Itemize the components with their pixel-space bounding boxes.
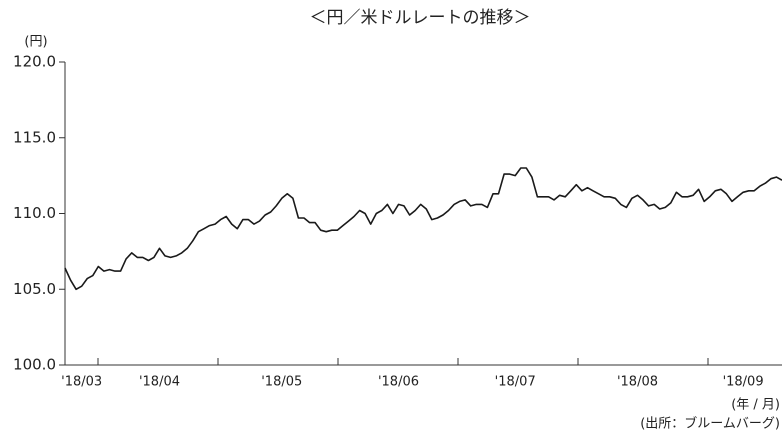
y-tick-label: 100.0 — [13, 356, 56, 374]
x-tick-label: '18/05 — [261, 375, 302, 390]
y-tick-label: 110.0 — [13, 204, 56, 222]
x-tick-label: '18/07 — [495, 375, 536, 390]
y-tick-label: 115.0 — [13, 128, 56, 146]
x-tick-label: '18/06 — [378, 375, 419, 390]
chart-title: ＜円／米ドルレートの推移＞ — [310, 8, 531, 28]
x-tick-label: '18/08 — [617, 375, 658, 390]
rate-line — [64, 167, 782, 291]
y-tick-label: 105.0 — [13, 280, 56, 298]
source-note: (出所：ブルームバーグ) — [640, 416, 780, 432]
x-axis-label: (年 / 月) — [731, 398, 780, 413]
x-tick-label: '18/03 — [61, 375, 102, 390]
x-tick-label: '18/09 — [723, 375, 764, 390]
x-tick-label: '18/04 — [139, 375, 180, 390]
y-axis-label: (円) — [24, 35, 47, 50]
y-tick-label: 120.0 — [13, 53, 56, 71]
